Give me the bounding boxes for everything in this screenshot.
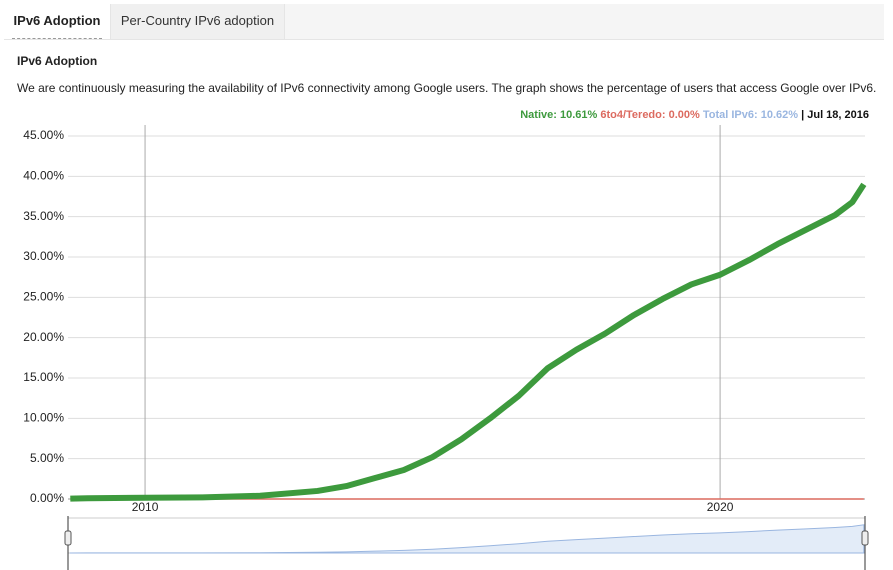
legend: Native: 10.61% 6to4/Teredo: 0.00% Total … — [520, 109, 869, 121]
legend-entry: Native: 10.61% — [520, 109, 598, 121]
y-tick-label: 0.00% — [30, 491, 64, 505]
y-tick-label: 40.00% — [23, 169, 64, 183]
plot-area — [68, 125, 865, 499]
navigator-handle[interactable] — [64, 530, 72, 546]
tab[interactable]: IPv6 Adoption — [4, 4, 110, 39]
y-tick-label: 25.00% — [23, 290, 64, 304]
y-tick-label: 5.00% — [30, 451, 64, 465]
y-tick-label: 45.00% — [23, 128, 64, 142]
y-tick-label: 35.00% — [23, 209, 64, 223]
y-tick-label: 30.00% — [23, 249, 64, 263]
legend-entry: Total IPv6: 10.62% — [702, 109, 799, 121]
tab-bar: IPv6 Adoption Per-Country IPv6 adoption — [4, 4, 884, 40]
y-tick-label: 15.00% — [23, 370, 64, 384]
navigator-handle[interactable] — [861, 530, 869, 546]
legend-entry: 6to4/Teredo: 0.00% — [600, 109, 700, 121]
description: We are continuously measuring the availa… — [17, 81, 877, 95]
x-tick-label: 2020 — [707, 500, 734, 514]
legend-date: | Jul 18, 2016 — [801, 109, 869, 121]
navigator-area — [69, 524, 865, 554]
series-line — [70, 182, 867, 502]
tab[interactable]: Per-Country IPv6 adoption — [110, 4, 285, 39]
x-tick-label: 2010 — [132, 500, 159, 514]
heading: IPv6 Adoption — [17, 54, 98, 68]
y-tick-label: 10.00% — [23, 411, 64, 425]
y-tick-label: 20.00% — [23, 330, 64, 344]
